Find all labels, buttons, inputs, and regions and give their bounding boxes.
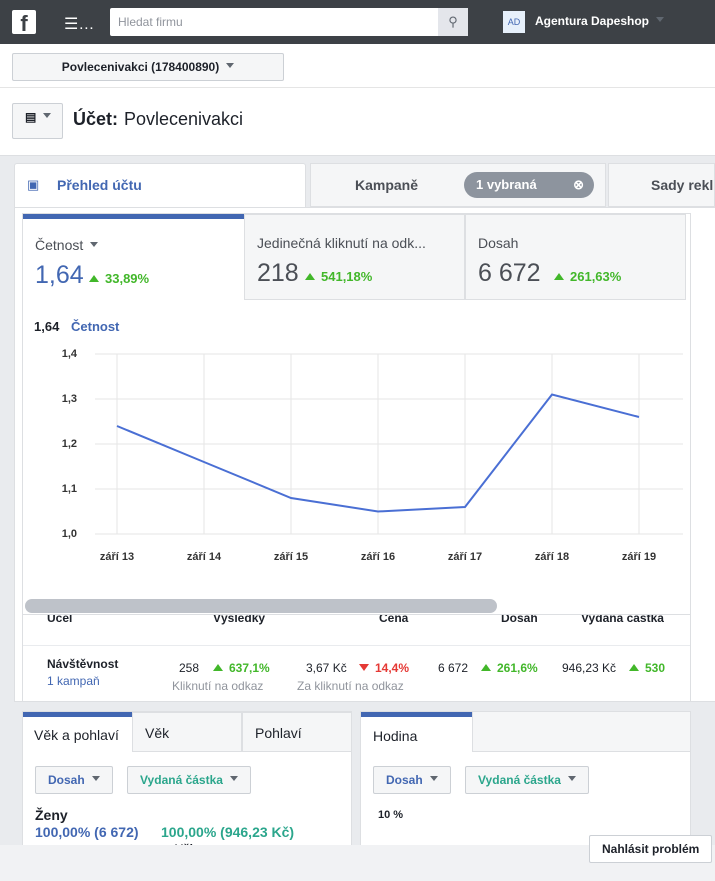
account-name[interactable]: Agentura Dapeshop [535, 14, 664, 28]
y-tick-label: 1,3 [62, 393, 77, 405]
metric-change: 541,18% [305, 269, 372, 284]
cost-change: 14,4% [359, 661, 409, 675]
tab[interactable]: Věk [132, 712, 242, 752]
metric-0[interactable]: Četnost 1,64 33,89% [23, 214, 244, 300]
hours-panel: Hodina Dosah Vydaná částka 10 % [360, 711, 691, 851]
tab-label: Přehled účtu [57, 177, 142, 193]
tab-label: Věk [145, 725, 170, 741]
col-header: Vydaná částka [581, 615, 664, 625]
pill-label: 1 vybraná [476, 177, 537, 192]
tab-adsets[interactable]: Sady rekl [608, 163, 715, 207]
view-switch[interactable]: ▤ [12, 103, 63, 139]
x-tick-label: září 19 [622, 551, 656, 563]
menu-icon[interactable]: ☰… [64, 16, 95, 33]
scrollbar[interactable] [25, 599, 497, 613]
search-button[interactable]: ⚲ [438, 8, 468, 36]
group: Ženy [35, 807, 68, 823]
x-tick-label: září 16 [361, 551, 395, 563]
tab-active[interactable]: Věk a pohlaví [23, 712, 132, 752]
tab-label: Pohlaví [255, 725, 302, 741]
metric-label: Jedinečná kliknutí na odk... [257, 235, 426, 251]
tab-label: Sady rekl [651, 177, 714, 193]
topbar: f ☰… Hledat firmu ⚲ AD Agentura Dapeshop [0, 0, 715, 44]
dropdown[interactable]: Vydaná částka [127, 766, 251, 794]
row-link[interactable]: 1 kampaň [47, 674, 100, 688]
x-tick-label: září 14 [187, 551, 222, 563]
fb-logo[interactable]: f [12, 10, 36, 36]
search[interactable]: Hledat firmu ⚲ [110, 8, 468, 36]
avatar[interactable]: AD [503, 11, 525, 33]
metric-change: 33,89% [89, 271, 149, 286]
divider [0, 87, 715, 88]
results: 258 [179, 661, 200, 675]
metrics-chart-card: Četnost 1,64 33,89% Jedinečná kliknutí n… [22, 213, 691, 615]
col-header: Účel [47, 615, 73, 625]
tab-label: Hodina [373, 728, 418, 744]
line [116, 393, 640, 513]
spend: 946,23 Kč [562, 661, 617, 675]
account-selector[interactable]: Povlecenivakci (178400890) [12, 53, 284, 81]
cost: 3,67 Kč [306, 661, 347, 675]
metric-change: 261,63% [554, 269, 621, 284]
tab-overview[interactable]: ▣ Přehled účtu [14, 163, 306, 209]
y-tick-label: 1,2 [62, 438, 77, 450]
metric-1[interactable]: Jedinečná kliknutí na odk... 218 541,18% [244, 214, 465, 300]
demographics-panel: Věk a pohlaví Věk Pohlaví Dosah Vydaná č… [22, 711, 352, 851]
header-label: Účet: [73, 109, 119, 129]
tab-campaigns[interactable]: Kampaně 1 vybraná ⊗ [310, 163, 606, 207]
reach-change: 261,6% [481, 661, 538, 675]
tab-label: Kampaně [355, 177, 419, 193]
tab-fill [472, 712, 690, 752]
row-name: Návštěvnost [47, 657, 119, 671]
header-name: Povlecenivakci [124, 109, 244, 129]
y-tick-label: 1,0 [62, 528, 77, 540]
group-reach: 100,00% (6 672) [35, 824, 139, 840]
metric-label: Četnost [35, 237, 98, 253]
chart-title: Četnost [71, 319, 120, 334]
results-label: Kliknutí na odkaz [172, 679, 264, 693]
metric-value: 6 672 [478, 259, 541, 287]
dropdown[interactable]: Vydaná částka [465, 766, 589, 794]
metric-value: 1,64 [35, 261, 84, 289]
dropdown[interactable]: Dosah [35, 766, 113, 794]
line-chart: 1,0 1,1 1,2 1,3 1,4 září 13 září 14 září 15 září… [62, 348, 683, 563]
selected-pill[interactable]: 1 vybraná ⊗ [464, 172, 594, 198]
tab-active[interactable]: Hodina [361, 712, 472, 752]
chart-value: 1,64 [34, 319, 60, 334]
tab[interactable]: Pohlaví [242, 712, 351, 752]
search-placeholder: Hledat firmu [118, 15, 183, 29]
group-spend: 100,00% (946,23 Kč) [161, 824, 295, 840]
col-header: Výsledky [213, 615, 266, 625]
col-header: Dosah [501, 615, 538, 625]
tab-icon: ▣ [27, 177, 40, 192]
results-table: Účel Výsledky Cena Dosah Vydaná částka N… [22, 615, 691, 702]
report-button[interactable]: Nahlásit problém [589, 835, 713, 863]
metric-2[interactable]: Dosah 6 672 261,63% [465, 214, 686, 300]
dropdown[interactable]: Dosah [373, 766, 451, 794]
reach: 6 672 [438, 661, 469, 675]
axis-label: 10 % [378, 809, 404, 821]
row-bg [23, 645, 690, 701]
y-tick-label: 1,1 [62, 483, 77, 495]
x-tick-label: září 18 [535, 551, 569, 563]
cost-label: Za kliknutí na odkaz [297, 679, 404, 693]
subbar: Povlecenivakci (178400890) ▤ Účet: Povle… [0, 44, 715, 156]
metric-label: Dosah [478, 235, 519, 251]
col-header: Cena [379, 615, 409, 625]
results-change: 637,1% [213, 661, 270, 675]
spend-change: 530 [629, 661, 665, 675]
metric-value: 218 [257, 259, 299, 287]
x-tick-label: září 15 [274, 551, 308, 563]
x-tick-label: září 13 [100, 551, 134, 563]
tab-label: Věk a pohlaví [34, 727, 119, 743]
y-tick-label: 1,4 [62, 348, 78, 360]
x-tick-label: září 17 [448, 551, 482, 563]
